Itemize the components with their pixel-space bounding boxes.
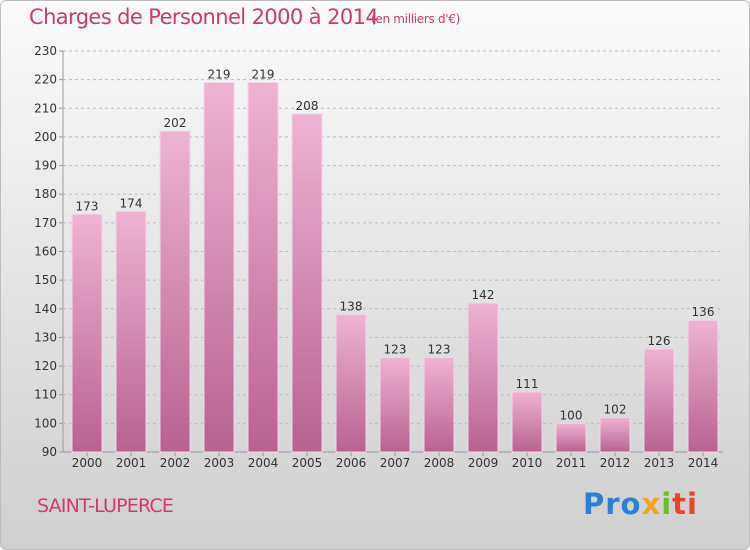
bar-2010 [511, 391, 543, 453]
y-tick-label: 170 [34, 216, 57, 230]
bar-value-label: 208 [296, 99, 319, 113]
bar-2013 [643, 348, 675, 453]
x-tick-label: 2006 [336, 456, 367, 470]
x-tick-label: 2012 [600, 456, 631, 470]
x-tick-label: 2003 [204, 456, 235, 470]
chart-subtitle: (en milliers d'€) [371, 12, 461, 26]
bar-2007 [379, 356, 411, 453]
y-tick-label: 160 [34, 245, 57, 259]
bar-value-label: 202 [164, 116, 187, 130]
bar-value-label: 219 [208, 68, 231, 82]
bar-value-label: 219 [252, 68, 275, 82]
bar-value-label: 111 [516, 377, 539, 391]
y-tick-label: 90 [42, 445, 57, 459]
x-tick-label: 2000 [72, 456, 103, 470]
x-tick-label: 2002 [160, 456, 191, 470]
bar-2002 [159, 130, 191, 453]
x-tick-label: 2008 [424, 456, 455, 470]
x-tick-label: 2014 [688, 456, 719, 470]
location-name: SAINT-LUPERCE [37, 495, 174, 517]
bar-value-label: 100 [560, 408, 583, 422]
bar-2003 [203, 82, 235, 453]
bar-2008 [423, 356, 455, 453]
bar-value-label: 142 [472, 288, 495, 302]
bar-2006 [335, 314, 367, 453]
x-tick-label: 2013 [644, 456, 675, 470]
chart-title: Charges de Personnel 2000 à 2014 [29, 5, 379, 29]
y-tick-label: 220 [34, 73, 57, 87]
y-tick-label: 150 [34, 273, 57, 287]
y-tick-label: 100 [34, 416, 57, 430]
bar-value-label: 138 [340, 300, 363, 314]
bar-value-label: 126 [648, 334, 671, 348]
bar-2004 [247, 82, 279, 453]
bar-2005 [291, 113, 323, 453]
x-tick-label: 2004 [248, 456, 279, 470]
bar-value-label: 136 [692, 305, 715, 319]
y-tick-label: 120 [34, 359, 57, 373]
y-tick-label: 190 [34, 159, 57, 173]
x-tick-label: 2005 [292, 456, 323, 470]
y-tick-label: 180 [34, 187, 57, 201]
bar-2014 [687, 319, 719, 453]
x-tick-label: 2007 [380, 456, 411, 470]
bar-2011 [555, 422, 587, 453]
bar-value-label: 102 [604, 403, 627, 417]
bar-2009 [467, 302, 499, 453]
y-tick-label: 230 [34, 44, 57, 58]
y-tick-label: 210 [34, 101, 57, 115]
bar-2012 [599, 417, 631, 453]
bar-2001 [115, 210, 147, 453]
bar-value-label: 174 [120, 196, 143, 210]
y-tick-label: 130 [34, 330, 57, 344]
bar-value-label: 173 [76, 199, 99, 213]
proxiti-logo: Proxiti [583, 487, 698, 521]
y-tick-label: 110 [34, 388, 57, 402]
x-tick-label: 2009 [468, 456, 499, 470]
bar-value-label: 123 [428, 342, 451, 356]
x-tick-label: 2010 [512, 456, 543, 470]
x-tick-label: 2011 [556, 456, 587, 470]
bar-value-label: 123 [384, 342, 407, 356]
bar-2000 [71, 213, 103, 453]
x-tick-label: 2001 [116, 456, 147, 470]
y-tick-label: 200 [34, 130, 57, 144]
y-tick-label: 140 [34, 302, 57, 316]
